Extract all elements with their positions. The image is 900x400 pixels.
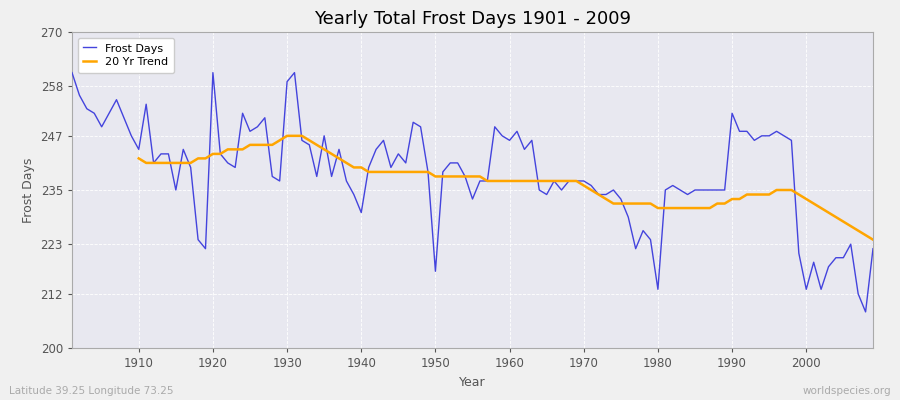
Frost Days: [67, 70, 77, 75]
20 Yr Trend: [815, 206, 826, 210]
20 Yr Trend: [579, 183, 590, 188]
Frost Days: [334, 147, 345, 152]
Frost Days: [860, 310, 871, 314]
Frost Days: [497, 134, 508, 138]
20 Yr Trend: [311, 142, 322, 147]
Y-axis label: Frost Days: Frost Days: [22, 157, 35, 223]
20 Yr Trend: [519, 178, 530, 183]
Text: Latitude 39.25 Longitude 73.25: Latitude 39.25 Longitude 73.25: [9, 386, 174, 396]
20 Yr Trend: [274, 138, 285, 143]
Title: Yearly Total Frost Days 1901 - 2009: Yearly Total Frost Days 1901 - 2009: [314, 10, 631, 28]
20 Yr Trend: [868, 237, 878, 242]
X-axis label: Year: Year: [459, 376, 486, 388]
20 Yr Trend: [133, 156, 144, 161]
Frost Days: [289, 70, 300, 75]
Frost Days: [504, 138, 515, 143]
Line: 20 Yr Trend: 20 Yr Trend: [139, 136, 873, 240]
Text: worldspecies.org: worldspecies.org: [803, 386, 891, 396]
Frost Days: [126, 134, 137, 138]
Legend: Frost Days, 20 Yr Trend: Frost Days, 20 Yr Trend: [77, 38, 174, 73]
Line: Frost Days: Frost Days: [72, 73, 873, 312]
Frost Days: [868, 246, 878, 251]
Frost Days: [593, 192, 604, 197]
20 Yr Trend: [282, 134, 292, 138]
20 Yr Trend: [838, 219, 849, 224]
